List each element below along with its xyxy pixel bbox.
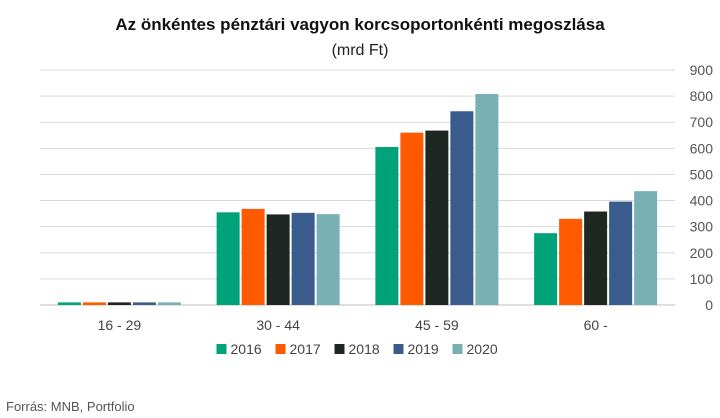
y-tick-label: 700 [690,114,714,130]
bar [584,211,608,305]
legend-label: 2017 [290,341,321,357]
bar [475,94,499,306]
bar [241,208,265,305]
chart-subtitle: (mrd Ft) [332,42,389,59]
legend-swatch [393,344,404,354]
bar [316,214,340,305]
bar [634,191,658,305]
y-tick-label: 400 [690,193,714,209]
x-category-label: 16 - 29 [98,317,142,333]
y-axis-ticks: 0 100 200 300 400 500 600 700 800 900 [690,62,714,313]
legend-swatch [216,344,227,354]
y-tick-label: 900 [690,62,714,78]
bar [450,111,474,305]
x-category-label: 60 - [584,317,608,333]
bar [216,212,240,305]
gridlines [40,69,675,306]
legend-swatch [452,344,463,354]
legend-label: 2016 [231,341,262,357]
x-category-label: 30 - 44 [256,317,300,333]
chart-title: Az önkéntes pénztári vagyon korcsoporton… [115,15,605,34]
bar [82,302,106,305]
bar [400,132,424,305]
legend: 2016 2017 2018 2019 2020 [216,341,498,357]
bar [425,130,449,305]
legend-label: 2020 [467,341,498,357]
legend-swatch [275,344,286,354]
y-tick-label: 600 [690,140,714,156]
y-tick-label: 100 [690,271,714,287]
legend-label: 2019 [408,341,439,357]
bar [609,201,633,305]
source-note: Forrás: MNB, Portfolio [6,399,135,414]
x-axis-categories: 16 - 29 30 - 44 45 - 59 60 - [98,317,608,333]
legend-swatch [334,344,345,354]
bar [157,302,181,305]
y-tick-label: 200 [690,245,714,261]
bar [375,147,399,305]
bar [559,218,583,305]
y-tick-label: 500 [690,166,714,182]
y-tick-label: 0 [705,297,713,313]
legend-label: 2018 [349,341,380,357]
bar [57,302,81,305]
y-tick-label: 300 [690,219,714,235]
y-tick-label: 800 [690,88,714,104]
bar [132,302,156,305]
bar [266,214,290,305]
x-category-label: 45 - 59 [415,317,459,333]
bars [57,94,658,306]
bar [534,233,558,305]
bar [291,212,315,305]
bar [107,302,131,305]
